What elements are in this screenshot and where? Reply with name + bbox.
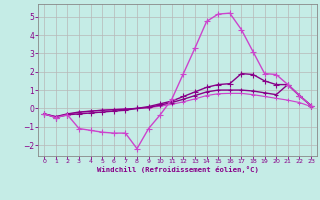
X-axis label: Windchill (Refroidissement éolien,°C): Windchill (Refroidissement éolien,°C) xyxy=(97,166,259,173)
